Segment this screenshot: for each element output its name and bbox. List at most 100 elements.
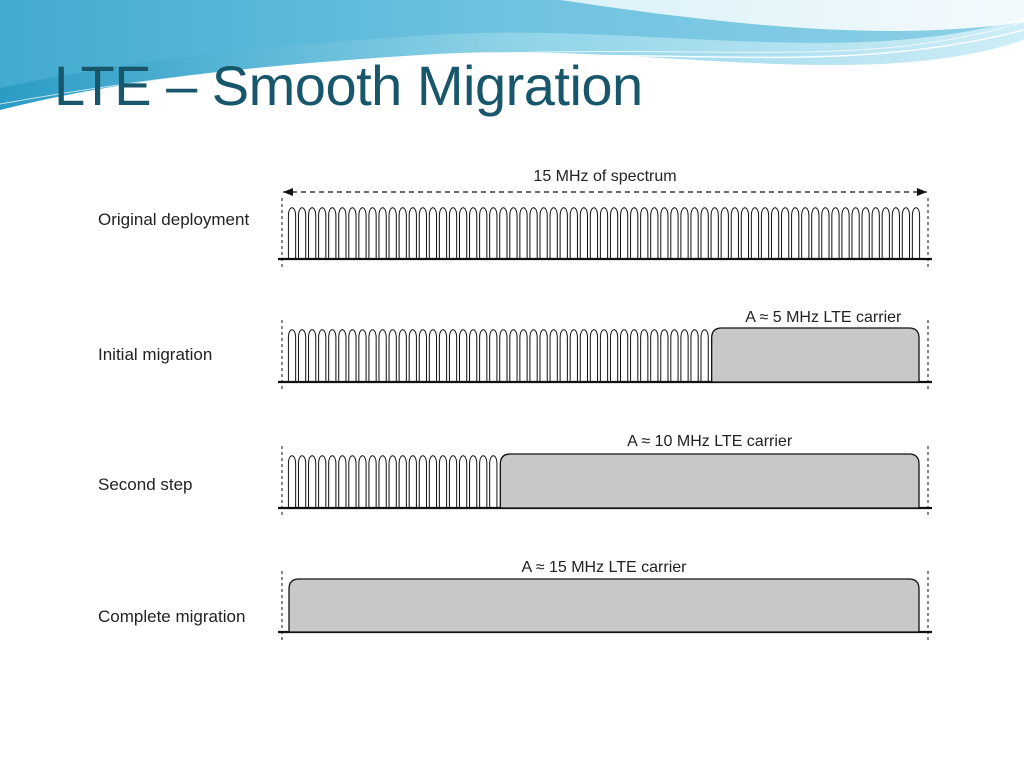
narrowband-carrier [620,329,629,382]
narrowband-carrier [609,329,619,382]
narrowband-carrier [328,207,337,259]
spectrum-diagram: Original deployment Initial migration Se… [98,168,932,640]
narrowband-carrier [368,207,377,259]
narrowband-carrier [720,207,729,259]
narrowband-carrier [398,207,407,259]
narrowband-carrier [479,207,488,259]
narrowband-carrier [891,207,900,259]
narrowband-carrier [318,207,327,259]
narrowband-carrier [358,455,367,508]
narrowband-carrier [801,207,810,259]
narrowband-carrier [841,207,850,259]
narrowband-carrier [740,207,750,259]
narrowband-carrier [539,329,548,382]
narrowband-carrier [458,207,468,259]
narrowband-carrier [308,455,317,508]
narrowband-carrier [670,207,679,259]
narrowband-carrier [388,207,397,259]
narrowband-carrier [308,329,317,382]
narrowband-carrier [338,207,347,259]
narrowband-carrier [398,455,407,508]
narrowband-carrier [499,329,508,382]
narrowband-carrier [408,329,417,382]
narrowband-carrier [690,329,699,382]
narrowband-carrier [348,329,357,382]
narrowband-carrier [378,329,387,382]
narrowband-carrier [438,207,448,259]
narrowband-carrier [448,455,458,508]
row-label-initial-migration: Initial migration [98,345,212,364]
narrowband-carrier [418,329,427,382]
narrowband-carrier [861,207,870,259]
narrowband-carrier [469,455,478,508]
narrowband-carrier [821,207,830,259]
narrowband-carrier [378,455,387,508]
row-second-step [278,446,932,516]
narrowband-carrier [690,207,699,259]
narrowband-carrier [579,207,588,259]
narrowband-carrier [881,207,890,259]
narrowband-carrier [348,455,357,508]
narrowband-carrier [660,329,669,382]
narrowband-carrier [428,329,438,382]
narrowband-carrier [428,207,438,259]
narrowband-carrier [650,329,659,382]
narrowband-carrier [388,455,397,508]
row-initial-migration [278,320,932,390]
spectrum-width-label: 15 MHz of spectrum [533,168,676,185]
narrowband-carrier [650,207,659,259]
row-label-original-deployment: Original deployment [98,210,249,229]
narrowband-carrier [609,207,619,259]
narrowband-carrier [469,207,478,259]
narrowband-carrier [791,207,800,259]
narrowband-carrier [338,455,347,508]
narrowband-carrier [901,207,911,259]
narrowband-carrier [559,207,568,259]
narrowband-carrier [458,329,468,382]
narrowband-carrier [700,207,709,259]
narrowband-carrier [448,207,458,259]
lte-carrier-label-15mhz: A ≈ 15 MHz LTE carrier [522,559,688,576]
narrowband-carrier [811,207,820,259]
narrowband-carrier [700,329,709,382]
narrowband-carrier [297,207,307,259]
narrowband-carrier [458,455,468,508]
narrowband-carrier [479,455,488,508]
narrowband-carrier [358,207,367,259]
narrowband-carrier [559,329,568,382]
narrowband-carrier [489,455,498,508]
narrowband-carrier [499,207,508,259]
narrowband-carrier [589,207,599,259]
narrowband-carrier [519,329,528,382]
header-wave-decoration [0,0,1024,113]
narrowband-carrier [418,207,427,259]
narrowband-carrier [599,329,609,382]
narrowband-carrier [871,207,880,259]
narrowband-carrier [408,207,417,259]
narrowband-carrier [358,329,367,382]
narrowband-carrier [519,207,528,259]
narrowband-carrier [287,207,297,259]
narrowband-carrier [539,207,548,259]
narrowband-carrier [378,207,387,259]
narrowband-carrier [569,207,578,259]
narrowband-carrier [297,329,307,382]
lte-carrier-block [711,327,920,383]
narrowband-carrier [620,207,629,259]
narrowband-carrier [760,207,770,259]
narrowband-carrier [599,207,609,259]
row-label-second-step: Second step [98,475,193,494]
narrowband-carrier [348,207,357,259]
narrowband-carrier [509,329,518,382]
narrowband-carrier [448,329,458,382]
narrowband-carrier [489,207,498,259]
narrowband-carrier [529,207,538,259]
narrowband-carrier [680,207,689,259]
narrowband-carrier [418,455,427,508]
lte-carrier-label-10mhz: A ≈ 10 MHz LTE carrier [627,433,793,450]
narrowband-carrier [730,207,739,259]
narrowband-carrier [549,207,558,259]
narrowband-carrier [549,329,558,382]
narrowband-carrier [287,329,297,382]
narrowband-carrier [368,455,377,508]
